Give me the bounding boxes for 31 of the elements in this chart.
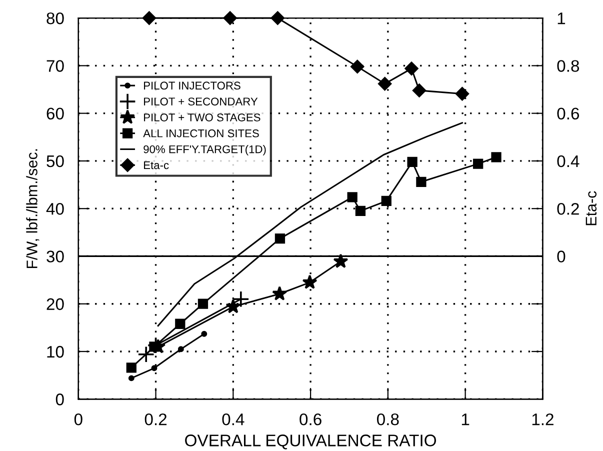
y-tick-label: 50	[46, 155, 64, 168]
y2-tick-label: 0.4	[557, 155, 580, 168]
x-tick-label: 0.8	[377, 413, 399, 426]
y-tick-label: 80	[46, 12, 64, 24]
x-tick-label: 1	[462, 414, 470, 426]
y-tick-label: 60	[46, 108, 64, 120]
y2-tick-label: 0.8	[557, 60, 580, 72]
y-tick-label: 10	[47, 346, 64, 358]
x-tick-label: 0.4	[222, 413, 244, 426]
legend-label: ALL INJECTION SITES	[143, 129, 259, 138]
y-tick-label: 0	[56, 394, 64, 406]
legend-label: PILOT + TWO STAGES	[144, 114, 260, 122]
y2-tick-label: 1	[558, 12, 566, 24]
x-tick-label: 1.2	[532, 413, 554, 426]
legend-label: PILOT + SECONDARY	[144, 98, 258, 106]
x-tick-label: 0.6	[300, 413, 322, 426]
y2-tick-label: 0	[557, 250, 566, 262]
x-tick-label: 0.2	[144, 413, 167, 426]
y-tick-label: 30	[46, 250, 64, 262]
y-tick-label: 70	[46, 60, 64, 72]
legend-label: 90% EFF'Y.TARGET(1D)	[144, 145, 266, 156]
y2-tick-label: 0.6	[557, 108, 580, 120]
legend-label: Eta-c	[144, 161, 169, 170]
legend-label: PILOT INJECTORS	[144, 82, 240, 90]
y-tick-label: 40	[46, 202, 64, 215]
x-tick-label: 0	[74, 413, 82, 426]
y2-tick-label: 0.2	[557, 202, 579, 215]
y-tick-label: 20	[46, 298, 64, 310]
y-axis-title: F/W, lbf./lbm./sec.	[26, 149, 40, 268]
x-axis-title: OVERALL EQUIVALENCE RATIO	[185, 434, 436, 450]
y2-axis-title: Eta-c	[586, 191, 597, 226]
